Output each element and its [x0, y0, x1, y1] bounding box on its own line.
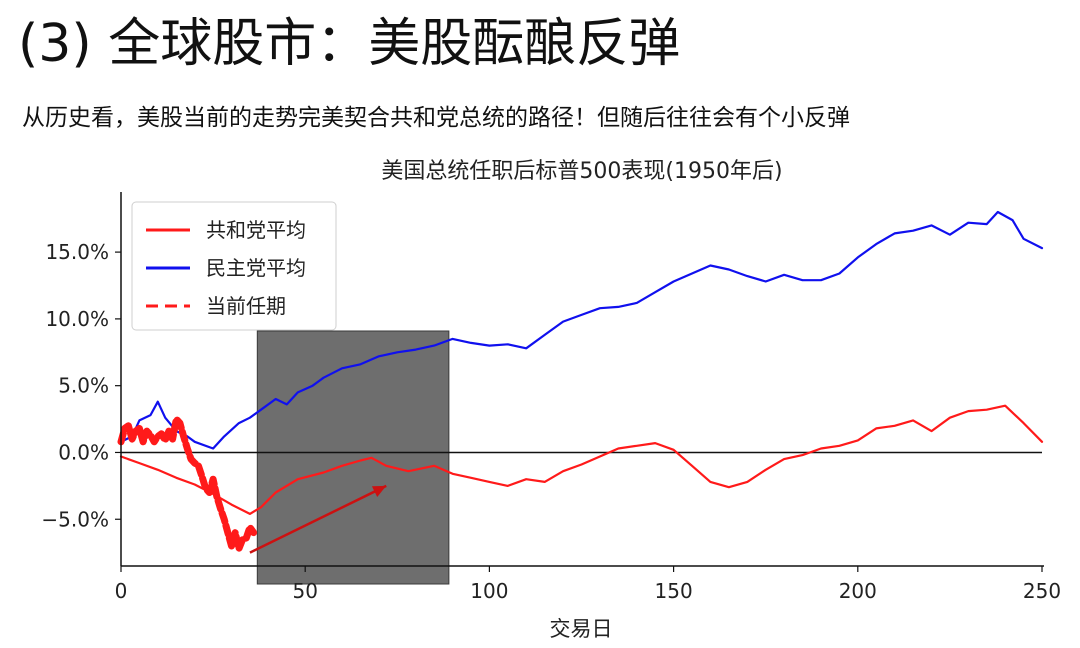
- legend-label-1: 共和党平均: [206, 218, 306, 242]
- x-tick-label: 50: [292, 579, 317, 603]
- x-axis-label: 交易日: [550, 617, 613, 641]
- y-tick-label: 15.0%: [45, 240, 109, 264]
- x-tick-label: 200: [839, 579, 877, 603]
- x-tick-label: 0: [115, 579, 128, 603]
- series-line-2: [119, 210, 1044, 450]
- x-tick-label: 250: [1023, 579, 1061, 603]
- legend-label-2: 民主党平均: [206, 256, 306, 280]
- slide-subtitle: 从历史看，美股当前的走势完美契合共和党总统的路径！但随后往往会有个小反弹: [22, 105, 850, 131]
- slide-title: (3) 全球股市：美股酝酿反弹: [18, 14, 681, 74]
- legend-box: [131, 201, 337, 331]
- trend-arrow-head: [371, 485, 387, 497]
- trend-arrow: [249, 484, 387, 554]
- y-tick-label: 0.0%: [58, 440, 109, 464]
- x-tick-label: 150: [655, 579, 693, 603]
- x-tick-label: 100: [470, 579, 508, 603]
- legend-label-3: 当前任期: [206, 294, 286, 318]
- highlight-region: [256, 330, 450, 585]
- series-line-1: [119, 404, 1044, 516]
- chart-title: 美国总统任职后标普500表现(1950年后): [381, 159, 782, 184]
- y-tick-label: 5.0%: [58, 374, 109, 398]
- y-tick-label: −5.0%: [41, 507, 109, 531]
- y-tick-label: 10.0%: [45, 307, 109, 331]
- series-line-3: [117, 415, 258, 553]
